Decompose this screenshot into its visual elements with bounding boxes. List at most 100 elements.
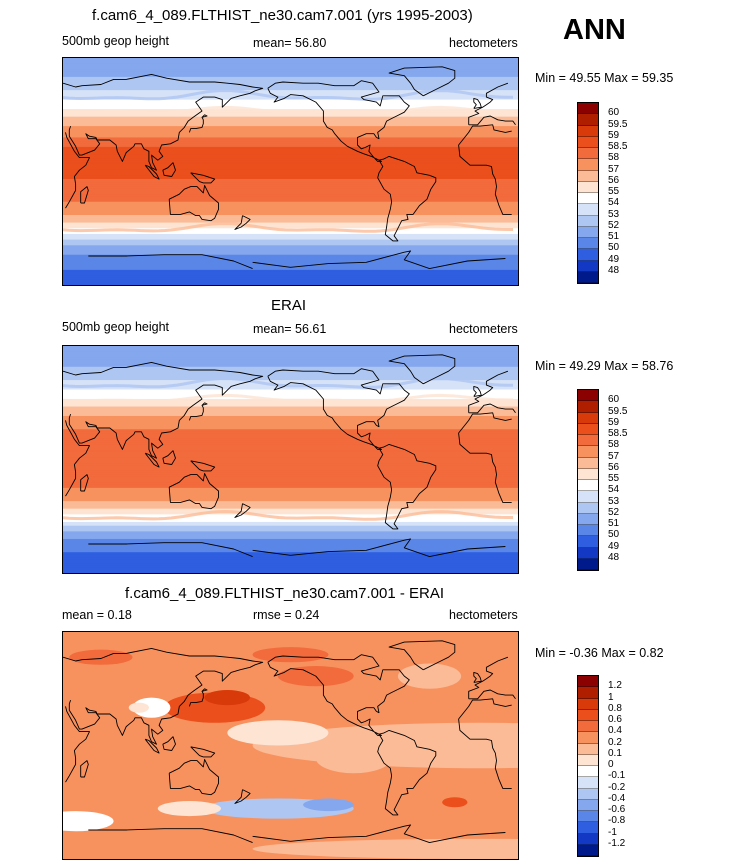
panel3-minmax-label: Min = -0.36 Max = 0.82 <box>535 646 664 660</box>
map-color-band <box>63 499 518 502</box>
map-color-band <box>63 233 518 237</box>
colorbar-tick-label: 52 <box>608 506 620 518</box>
map-color-band <box>63 218 518 222</box>
map-color-band <box>63 468 518 472</box>
colorbar-tick-label: 55 <box>608 186 620 197</box>
colorbar-swatch <box>578 446 598 458</box>
map-color-band <box>63 355 518 358</box>
map-color-band <box>63 59 518 63</box>
map-color-band <box>63 250 518 254</box>
map-color-band <box>63 404 518 408</box>
anomaly-region <box>227 720 329 746</box>
map-color-band <box>63 165 518 169</box>
panel2-variable-label: 500mb geop height <box>62 320 170 334</box>
colorbar-tick-label: 53 <box>608 495 620 507</box>
map-color-band <box>63 374 518 377</box>
colorbar-swatch <box>578 777 598 789</box>
map-color-band <box>63 470 518 474</box>
colorbar-swatch <box>578 136 598 148</box>
colorbar-tick-label: -0.2 <box>608 781 626 793</box>
colorbar-swatch <box>578 536 598 548</box>
coastline <box>162 162 176 177</box>
map-color-band <box>63 531 518 534</box>
map-color-band <box>63 415 518 419</box>
colorbar-swatch <box>578 114 598 126</box>
contour-wave <box>63 393 513 403</box>
anomaly-region <box>252 838 518 859</box>
colorbar-swatch <box>578 480 598 492</box>
colorbar-swatch <box>578 148 598 160</box>
panel3-rmse-label: rmse = 0.24 <box>253 608 320 622</box>
map-color-band <box>63 364 518 368</box>
map-color-band <box>63 124 518 127</box>
coastline <box>168 184 219 222</box>
coastline <box>267 80 410 162</box>
map-color-band <box>63 389 518 392</box>
panel2-title: ERAI <box>271 297 307 314</box>
coastline <box>190 172 216 184</box>
map-color-band <box>63 459 518 462</box>
colorbar-tick-label: 48 <box>608 264 620 276</box>
map-color-band <box>63 247 518 250</box>
coastline <box>388 640 456 671</box>
map-color-band <box>63 158 518 161</box>
colorbar-tick-label: 0.8 <box>608 702 622 714</box>
map-color-band <box>63 114 518 118</box>
map-color-band <box>63 75 518 78</box>
map-color-band <box>63 461 518 464</box>
map-color-band <box>63 480 518 483</box>
colorbar-swatch <box>578 788 598 800</box>
map-color-band <box>63 80 518 84</box>
map-color-band <box>63 273 518 277</box>
map-color-band <box>63 262 518 265</box>
map-color-band <box>63 521 518 525</box>
map-color-band <box>63 503 518 506</box>
map-color-band <box>63 78 518 82</box>
map-color-band <box>63 186 518 190</box>
colorbar-tick-label: 57 <box>608 450 620 462</box>
coastline <box>473 97 482 109</box>
colorbar-swatch <box>578 811 598 823</box>
coastline <box>458 698 512 720</box>
map-color-band <box>63 118 518 122</box>
colorbar-tick-label: 58 <box>608 152 620 164</box>
colorbar-swatch <box>578 833 598 845</box>
colorbar-swatch <box>578 822 598 834</box>
map-color-band <box>63 376 518 379</box>
map-color-band <box>63 201 518 205</box>
map-color-band <box>63 569 518 572</box>
contour-wave <box>63 88 513 101</box>
colorbar-swatch <box>578 271 598 283</box>
colorbar-swatch <box>578 732 598 744</box>
map-color-band <box>63 252 518 256</box>
colorbar-tick-label: 54 <box>608 197 620 209</box>
map-color-band <box>63 489 518 493</box>
colorbar-tick-label: 59 <box>608 416 620 428</box>
map-color-band <box>63 239 518 243</box>
map-color-band <box>63 203 518 207</box>
map-color-band <box>63 182 518 186</box>
map-color-band <box>63 143 518 146</box>
coastline <box>458 412 512 434</box>
coastline <box>388 354 456 385</box>
map-color-band <box>63 190 518 193</box>
colorbar-swatch <box>578 766 598 778</box>
map-color-band <box>63 484 518 487</box>
map-color-band <box>63 380 518 383</box>
coastline <box>468 370 509 413</box>
map-color-band <box>63 508 518 512</box>
contour-wave <box>63 376 513 389</box>
map-color-band <box>63 529 518 532</box>
map-color-band <box>63 171 518 174</box>
coastline <box>188 402 208 421</box>
map-color-band <box>63 555 518 559</box>
colorbar-tick-label: 1.2 <box>608 680 622 692</box>
coastline <box>468 689 516 700</box>
map-color-band <box>63 525 518 529</box>
map-color-band <box>63 135 518 139</box>
map-color-band <box>63 510 518 514</box>
map-color-band <box>63 207 518 210</box>
map-color-band <box>63 357 518 360</box>
panel3-map <box>62 631 519 860</box>
anomaly-region <box>204 690 251 706</box>
